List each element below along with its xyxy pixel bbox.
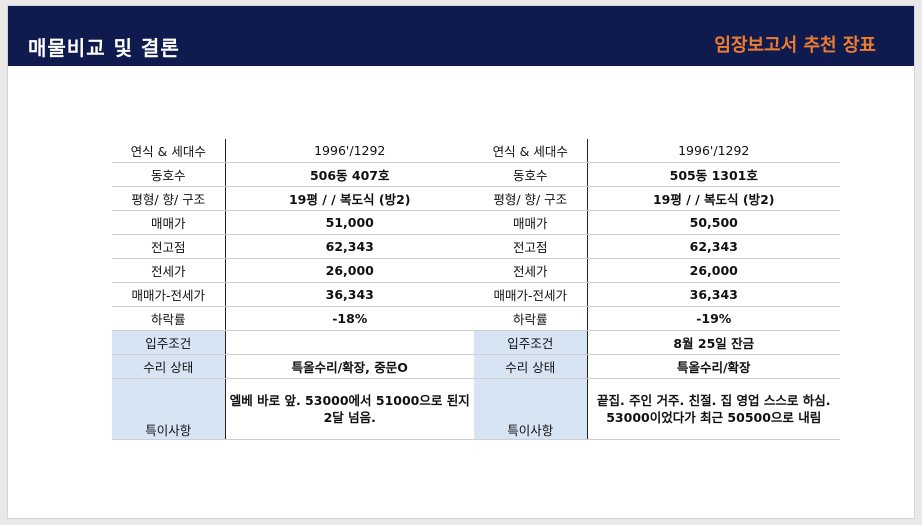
row-label-left: 입주조건 — [112, 330, 226, 355]
table-row: 하락률 -18% 하락률 -19% — [112, 306, 840, 331]
row-label-left: 연식 & 세대수 — [112, 139, 226, 163]
cell-value-left: 엘베 바로 앞. 53000에서 51000으로 된지 2달 넘음. — [225, 378, 474, 440]
row-label-left: 평형/ 향/ 구조 — [112, 186, 226, 211]
table-row: 전고점 62,343 전고점 62,343 — [112, 234, 840, 259]
cell-value-right: 특올수리/확장 — [587, 354, 840, 379]
row-label-left: 수리 상태 — [112, 354, 226, 379]
cell-value-right: 19평 / / 복도식 (방2) — [587, 186, 840, 211]
row-label-right: 전고점 — [474, 234, 588, 259]
cell-value-left: -18% — [225, 306, 474, 331]
row-label-right: 매매가 — [474, 210, 588, 235]
row-label-right: 연식 & 세대수 — [474, 139, 588, 163]
cell-value-right: -19% — [587, 306, 840, 331]
cell-value-right: 36,343 — [587, 282, 840, 307]
row-label-right: 수리 상태 — [474, 354, 588, 379]
row-label-right: 특이사항 — [474, 378, 588, 440]
cell-value-right: 50,500 — [587, 210, 840, 235]
table-row: 매매가-전세가 36,343 매매가-전세가 36,343 — [112, 282, 840, 307]
slide: 매물비교 및 결론 임장보고서 추천 장표 연식 & 세대수 1996'/129… — [7, 5, 915, 519]
cell-value-right: 끝집. 주인 거주. 친절. 집 영업 스스로 하심. 53000이었다가 최근… — [587, 378, 840, 440]
table-row: 평형/ 향/ 구조 19평 / / 복도식 (방2) 평형/ 향/ 구조 19평… — [112, 186, 840, 211]
row-label-left: 전고점 — [112, 234, 226, 259]
row-label-right: 매매가-전세가 — [474, 282, 588, 307]
row-label-left: 특이사항 — [112, 378, 226, 440]
table-row: 연식 & 세대수 1996'/1292 연식 & 세대수 1996'/1292 — [112, 139, 840, 163]
cell-value-left: 1996'/1292 — [225, 139, 474, 163]
cell-value-right: 26,000 — [587, 258, 840, 283]
cell-value-right: 1996'/1292 — [587, 139, 840, 163]
table-row: 입주조건 입주조건 8월 25일 잔금 — [112, 330, 840, 355]
cell-value-left: 특올수리/확장, 중문O — [225, 354, 474, 379]
row-label-left: 동호수 — [112, 162, 226, 187]
comparison-table-wrapper: 연식 & 세대수 1996'/1292 연식 & 세대수 1996'/1292 … — [112, 139, 840, 446]
header-bar: 매물비교 및 결론 임장보고서 추천 장표 — [8, 6, 914, 66]
row-label-right: 전세가 — [474, 258, 588, 283]
comparison-table: 연식 & 세대수 1996'/1292 연식 & 세대수 1996'/1292 … — [112, 139, 840, 440]
table-row: 동호수 506동 407호 동호수 505동 1301호 — [112, 162, 840, 187]
cell-value-left: 506동 407호 — [225, 162, 474, 187]
row-label-right: 평형/ 향/ 구조 — [474, 186, 588, 211]
cell-value-left — [225, 330, 474, 355]
cell-value-left: 26,000 — [225, 258, 474, 283]
cell-value-left: 51,000 — [225, 210, 474, 235]
cell-value-right: 8월 25일 잔금 — [587, 330, 840, 355]
cell-value-right: 62,343 — [587, 234, 840, 259]
row-label-left: 매매가 — [112, 210, 226, 235]
row-label-left: 하락률 — [112, 306, 226, 331]
cell-value-left: 62,343 — [225, 234, 474, 259]
table-row: 전세가 26,000 전세가 26,000 — [112, 258, 840, 283]
table-row: 특이사항 엘베 바로 앞. 53000에서 51000으로 된지 2달 넘음. … — [112, 378, 840, 440]
row-label-right: 하락률 — [474, 306, 588, 331]
cell-value-left: 19평 / / 복도식 (방2) — [225, 186, 474, 211]
table-row: 매매가 51,000 매매가 50,500 — [112, 210, 840, 235]
page-subtitle: 임장보고서 추천 장표 — [714, 35, 876, 56]
row-label-right: 동호수 — [474, 162, 588, 187]
cell-value-left: 36,343 — [225, 282, 474, 307]
row-label-left: 매매가-전세가 — [112, 282, 226, 307]
row-label-right: 입주조건 — [474, 330, 588, 355]
row-label-left: 전세가 — [112, 258, 226, 283]
cell-value-right: 505동 1301호 — [587, 162, 840, 187]
table-row: 수리 상태 특올수리/확장, 중문O 수리 상태 특올수리/확장 — [112, 354, 840, 379]
page-title: 매물비교 및 결론 — [28, 36, 180, 60]
